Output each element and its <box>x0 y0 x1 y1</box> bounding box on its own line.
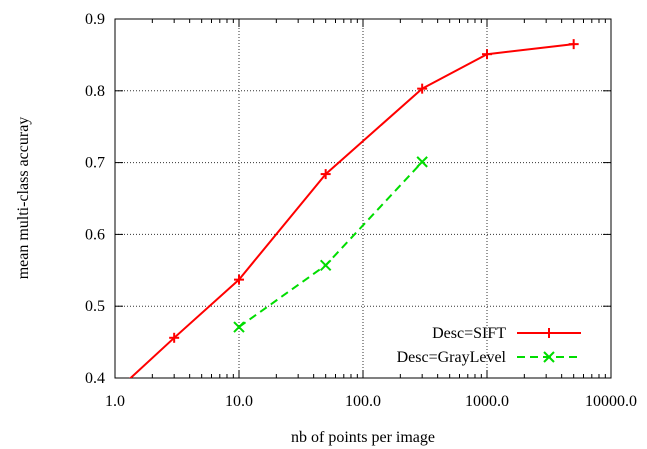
plus-marker <box>544 328 554 338</box>
y-axis-label: mean multi-class accuray <box>15 117 32 280</box>
plus-marker <box>568 39 579 50</box>
y-tick-label: 0.8 <box>85 83 105 100</box>
plus-marker <box>417 83 428 94</box>
plus-marker <box>482 49 492 60</box>
cross-marker <box>233 321 245 333</box>
y-tick-label: 0.6 <box>85 226 105 243</box>
legend-entry: Desc=GrayLevel <box>397 349 581 366</box>
tick-layer: 1.0 10.0 100.0 1000.0 10000.0 0.4 0.5 0.6 0.7 0.8… <box>85 11 637 410</box>
y-tick-label: 0.9 <box>85 11 105 28</box>
y-tick-label: 0.5 <box>85 298 105 315</box>
cross-marker <box>416 156 428 168</box>
y-tick-label: 0.7 <box>85 155 105 172</box>
series-layer <box>129 39 579 378</box>
plus-marker <box>234 274 244 285</box>
legend-label: Desc=GrayLevel <box>397 349 507 366</box>
legend: Desc=SIFT Desc=GrayLevel <box>397 325 581 366</box>
cross-marker <box>319 259 332 271</box>
x-tick-label: 10000.0 <box>585 393 637 410</box>
legend-entry: Desc=SIFT <box>432 325 581 342</box>
y-tick-label: 0.4 <box>85 370 105 387</box>
series-2 <box>233 156 428 333</box>
cross-marker <box>543 351 555 363</box>
plus-marker <box>169 332 180 343</box>
x-axis-label: nb of points per image <box>291 429 435 446</box>
plus-marker <box>320 169 331 180</box>
x-tick-label: 1.0 <box>105 393 125 410</box>
x-tick-label: 100.0 <box>345 393 381 410</box>
x-tick-label: 10.0 <box>225 393 253 410</box>
series-1 <box>129 39 579 378</box>
legend-label: Desc=SIFT <box>432 325 506 342</box>
series-line <box>238 161 423 328</box>
x-tick-label: 1000.0 <box>465 393 509 410</box>
